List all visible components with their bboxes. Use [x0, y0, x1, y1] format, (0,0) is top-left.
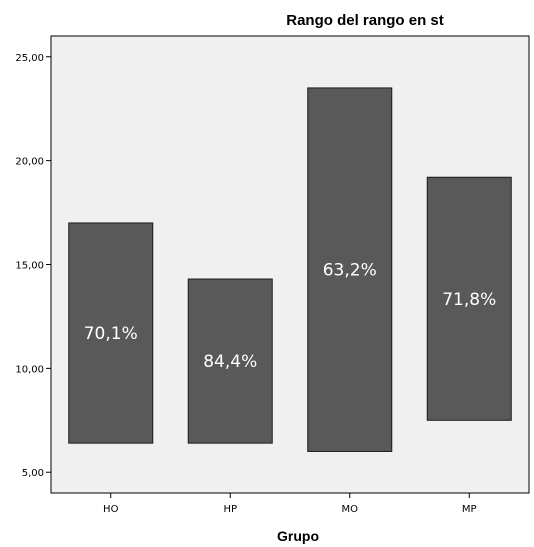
x-tick-label: MO	[342, 504, 359, 515]
y-tick-label: 20,00	[15, 157, 44, 168]
y-axis: 5,00 10,00 15,00 20,00 25,00	[15, 53, 51, 479]
y-tick-label: 5,00	[22, 468, 44, 479]
x-tick-label: MP	[462, 504, 477, 515]
chart-title: Rango del rango en st	[286, 12, 444, 29]
x-tick-label: HO	[103, 504, 119, 515]
y-tick-label: 15,00	[15, 261, 44, 272]
bar-ho	[68, 222, 154, 444]
bar-label-hp: 84,4%	[203, 352, 257, 372]
bar-label-ho: 70,1%	[84, 324, 138, 344]
bar-label-mp: 71,8%	[442, 290, 496, 310]
x-axis-title: Grupo	[277, 528, 319, 544]
bar-mp	[426, 176, 512, 421]
y-tick-label: 25,00	[15, 53, 44, 64]
bar-mo	[307, 87, 393, 452]
bar-label-mo: 63,2%	[323, 261, 377, 281]
x-axis: HO HP MO MP	[103, 493, 477, 515]
bar-hp	[187, 278, 273, 444]
y-tick-label: 10,00	[15, 364, 44, 375]
bars-group: 70,1% 84,4% 63,2% 71,8%	[68, 87, 512, 452]
x-tick-label: HP	[223, 504, 237, 515]
